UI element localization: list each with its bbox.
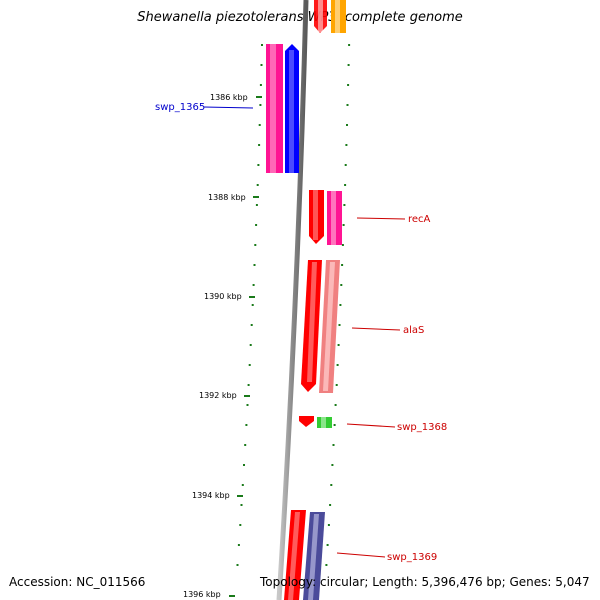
track-dot bbox=[335, 384, 338, 386]
track-dot bbox=[341, 264, 344, 266]
track-dot bbox=[325, 564, 328, 566]
track-dot bbox=[333, 424, 336, 426]
track-dot bbox=[330, 484, 333, 486]
leader-line-swp-1368 bbox=[346, 423, 396, 428]
track-dot bbox=[347, 64, 350, 66]
gene-swp-1369-red[interactable] bbox=[284, 510, 306, 600]
genome-backbone bbox=[276, 0, 309, 600]
track-dot bbox=[347, 84, 350, 86]
track-dot bbox=[331, 464, 334, 466]
track-dot bbox=[249, 344, 252, 346]
track-dot bbox=[244, 444, 247, 446]
track-dot bbox=[261, 44, 263, 46]
genome-title: Shewanella piezotolerans WP3, complete g… bbox=[137, 10, 463, 25]
track-dot bbox=[258, 144, 261, 146]
track-dot bbox=[236, 564, 239, 566]
track-dot bbox=[338, 324, 341, 326]
leader-line-swp-1369 bbox=[336, 552, 386, 558]
track-dot bbox=[248, 364, 251, 366]
gene-reca[interactable] bbox=[327, 191, 342, 245]
track-dot bbox=[246, 404, 249, 406]
track-dot bbox=[346, 124, 348, 126]
track-dot bbox=[346, 104, 349, 106]
tick-label: 1394 kbp bbox=[192, 491, 230, 500]
gene-alas[interactable] bbox=[319, 260, 340, 393]
leader-line-reca bbox=[356, 217, 406, 220]
gene-alas-red[interactable] bbox=[301, 260, 322, 392]
gene-swp-1365-magenta[interactable] bbox=[266, 44, 283, 173]
topology-text: Topology: circular; Length: 5,396,476 bp… bbox=[260, 575, 590, 589]
track-dot bbox=[326, 544, 329, 546]
track-dot bbox=[329, 504, 332, 506]
tick-label: 1386 kbp bbox=[210, 93, 248, 102]
track-dot bbox=[241, 484, 244, 486]
gene-reca-red[interactable] bbox=[309, 190, 324, 244]
track-dot bbox=[345, 144, 348, 146]
track-dot bbox=[343, 204, 346, 206]
track-dot bbox=[243, 464, 245, 466]
track-dot bbox=[256, 184, 259, 186]
track-dot bbox=[258, 124, 261, 126]
tick-label: 1388 kbp bbox=[208, 193, 246, 202]
inner-dot-track bbox=[236, 44, 263, 566]
gene-label-alas[interactable]: alaS bbox=[403, 325, 424, 336]
track-dot bbox=[240, 504, 243, 506]
track-dot bbox=[341, 244, 344, 246]
leader-line-swp-1365 bbox=[203, 106, 254, 109]
track-dot bbox=[337, 344, 340, 346]
track-dot bbox=[344, 164, 347, 166]
track-dot bbox=[254, 244, 257, 246]
track-dot bbox=[251, 304, 254, 306]
track-dot bbox=[339, 304, 342, 306]
track-dot bbox=[259, 84, 262, 86]
track-dot bbox=[336, 364, 339, 366]
track-dot bbox=[237, 544, 240, 546]
gene-label-reca[interactable]: recA bbox=[408, 214, 431, 225]
gene-top-clipped[interactable] bbox=[314, 0, 327, 33]
track-dot bbox=[332, 444, 335, 446]
track-dot bbox=[259, 104, 262, 106]
track-dot bbox=[239, 524, 242, 526]
track-dot bbox=[252, 284, 255, 286]
tick-label: 1390 kbp bbox=[204, 292, 242, 301]
leader-line-alas bbox=[351, 327, 401, 331]
gene-swp-1368-red[interactable] bbox=[299, 416, 314, 427]
tick-label: 1396 kbp bbox=[183, 590, 221, 599]
track-dot bbox=[340, 284, 343, 286]
track-dot bbox=[253, 264, 256, 266]
tick-label: 1392 kbp bbox=[199, 391, 237, 400]
gene-swp-1368[interactable] bbox=[317, 417, 332, 428]
track-dot bbox=[260, 64, 263, 66]
track-dot bbox=[334, 404, 337, 406]
gene-label-swp-1368[interactable]: swp_1368 bbox=[397, 422, 447, 433]
gene-swp-1365[interactable] bbox=[285, 44, 299, 173]
track-dot bbox=[344, 184, 347, 186]
gene-label-swp-1365[interactable]: swp_1365 bbox=[155, 102, 205, 113]
tick-labels: 1386 kbp 1388 kbp 1390 kbp 1392 kbp 1394… bbox=[183, 93, 248, 599]
track-dot bbox=[250, 324, 253, 326]
gene-top-clipped-orange[interactable] bbox=[331, 0, 346, 33]
track-dot bbox=[247, 384, 250, 386]
track-dot bbox=[342, 224, 345, 226]
gene-label-swp-1369[interactable]: swp_1369 bbox=[387, 552, 437, 563]
track-dot bbox=[348, 44, 351, 46]
tick-marks bbox=[229, 96, 262, 597]
outer-dot-track bbox=[325, 44, 351, 566]
track-dot bbox=[257, 164, 260, 166]
accession-text: Accession: NC_011566 bbox=[9, 575, 146, 589]
track-dot bbox=[327, 524, 330, 526]
gene-swp-1369[interactable] bbox=[303, 512, 325, 600]
track-dot bbox=[245, 424, 248, 426]
track-dot bbox=[255, 224, 258, 226]
track-dot bbox=[255, 204, 258, 206]
